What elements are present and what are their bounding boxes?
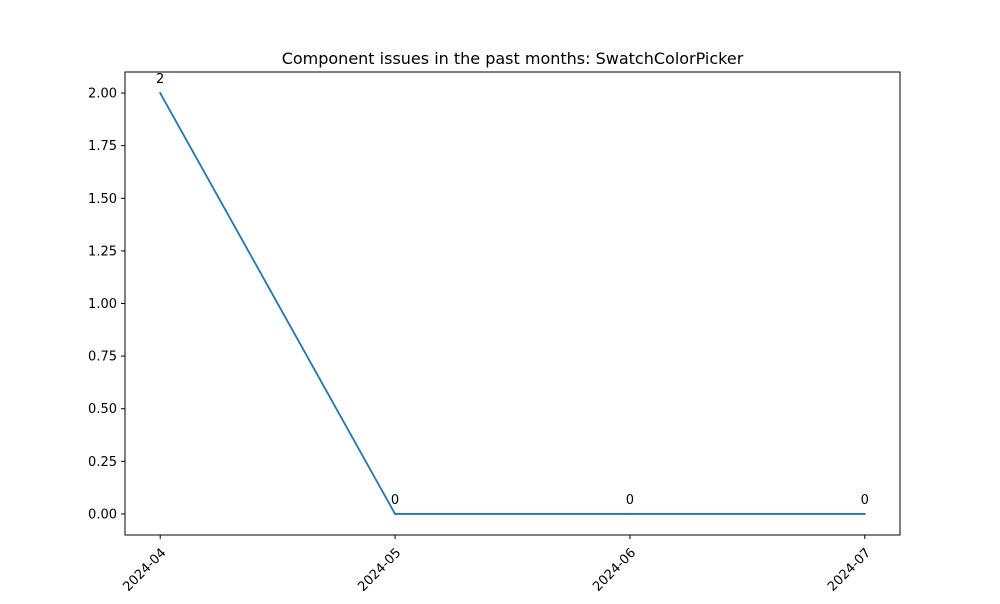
y-tick-label: 0.25 <box>88 455 117 470</box>
series-line <box>159 92 865 515</box>
x-tick-label: 2024-04 <box>120 546 169 595</box>
plot-area: 0.00 0.25 0.50 0.75 1.00 1.25 1.50 1.75 2.00 2024… <box>88 71 901 595</box>
x-tick-label: 2024-06 <box>590 546 639 595</box>
y-tick-label: 0.75 <box>88 350 117 365</box>
y-tick-label: 1.50 <box>88 192 117 207</box>
y-tick-label: 1.00 <box>88 297 117 312</box>
y-tick-label: 0.00 <box>88 507 117 522</box>
data-point <box>628 512 631 515</box>
y-tick-label: 1.75 <box>88 139 117 154</box>
y-tick-label: 0.50 <box>88 402 117 417</box>
y-tick-label: 2.00 <box>88 87 117 102</box>
y-tick-label: 1.25 <box>88 244 117 259</box>
chart-title: Component issues in the past months: Swa… <box>282 49 744 68</box>
data-point <box>159 92 162 95</box>
data-label: 0 <box>626 493 634 508</box>
data-point <box>863 512 866 515</box>
data-label: 0 <box>391 493 399 508</box>
data-label: 2 <box>156 72 164 87</box>
x-tick-label: 2024-07 <box>825 546 874 595</box>
x-tick-label: 2024-05 <box>355 546 404 595</box>
data-label: 0 <box>861 493 869 508</box>
plot-frame <box>124 71 901 536</box>
data-point <box>394 512 397 515</box>
